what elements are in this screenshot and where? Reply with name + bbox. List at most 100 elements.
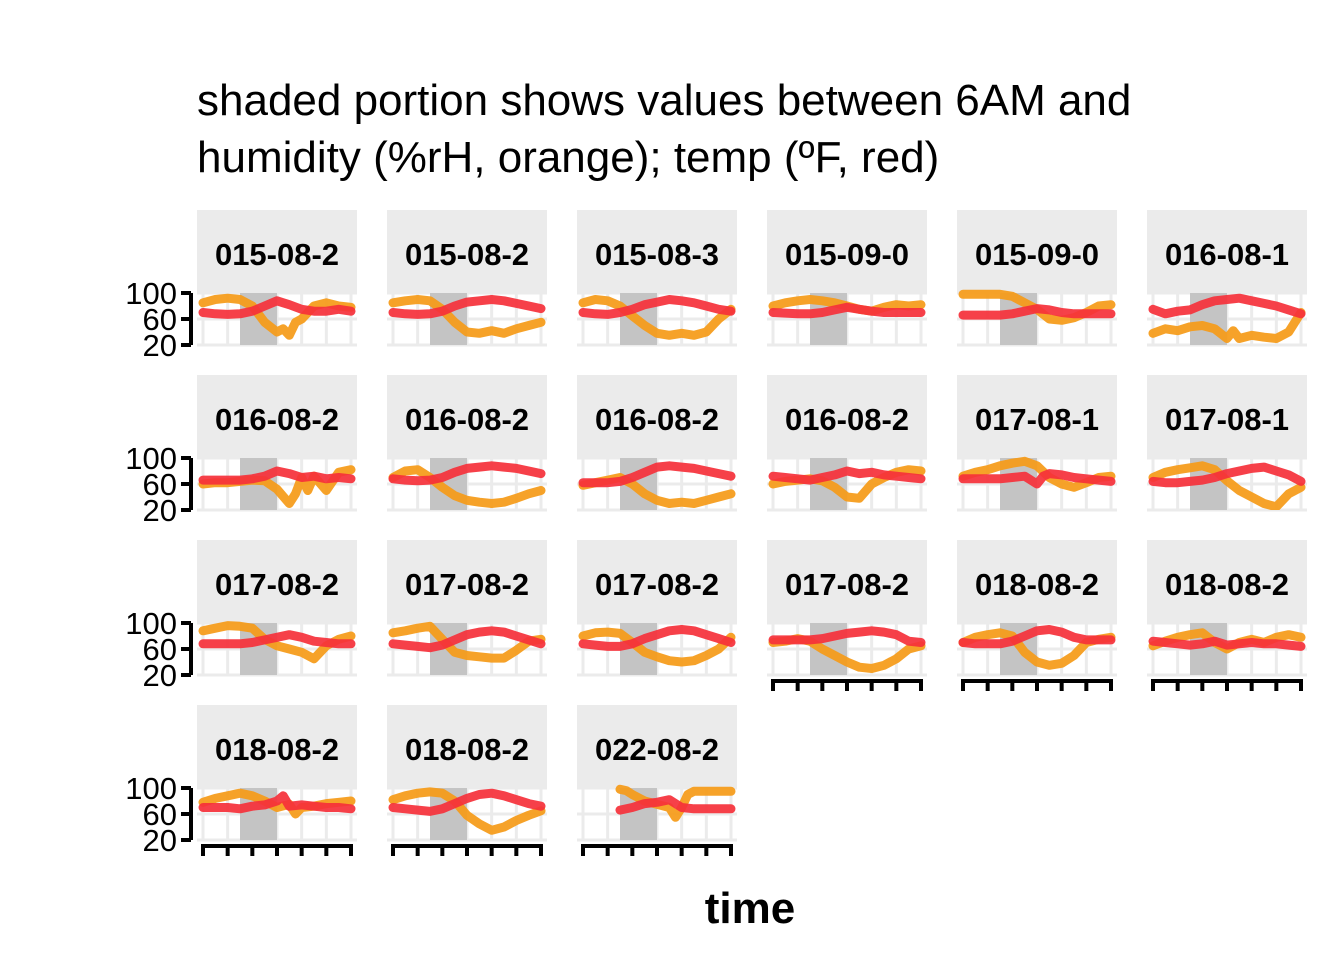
facet-panel: 015-08-2: [387, 210, 547, 347]
y-tick-label: 20: [143, 328, 177, 363]
facet-panel: 017-08-1: [1147, 375, 1307, 512]
facet-strip-label: 016-08-1: [1165, 237, 1289, 272]
y-tick-label: 100: [125, 771, 177, 806]
facet-panel: 018-08-2: [387, 705, 547, 856]
temp-series-line: [198, 466, 356, 485]
facet-panel: 016-08-2: [387, 375, 547, 512]
facet-strip-label: 015-09-0: [785, 237, 909, 272]
y-tick-label: 20: [143, 658, 177, 693]
temp-series-line: [198, 791, 356, 814]
y-tick-label: 60: [143, 467, 177, 502]
facet-strip: [1147, 375, 1307, 458]
facet-strip: [957, 375, 1117, 458]
facet-strip: [1147, 210, 1307, 293]
humidity-series-line: [388, 787, 546, 835]
humidity-series-line: [388, 621, 546, 663]
humidity-series-line: [578, 627, 736, 667]
temp-series-line: [388, 626, 546, 653]
facet-strip-label: 018-08-2: [405, 732, 529, 767]
temp-series-line: [615, 795, 736, 815]
humidity-series-line: [388, 465, 546, 508]
facet-strip-label: 022-08-2: [595, 732, 719, 767]
temp-series-line: [388, 295, 546, 319]
humidity-series-line: [1148, 308, 1306, 343]
facet-panel: 018-08-2: [1147, 540, 1307, 691]
facet-panel: 015-09-0: [957, 210, 1117, 347]
facet-panel: 017-08-2: [387, 540, 547, 677]
facet-strip-label: 016-08-2: [595, 402, 719, 437]
facet-panel: 018-08-2: [957, 540, 1117, 691]
facet-panel: 016-08-2: [577, 375, 737, 512]
facet-strip: [767, 375, 927, 458]
temp-series-line: [768, 302, 926, 319]
temp-series-line: [958, 304, 1116, 320]
facet-strip: [197, 210, 357, 293]
facet-strip: [387, 705, 547, 788]
temp-series-line: [388, 788, 546, 816]
humidity-series-line: [578, 295, 736, 340]
facet-strip-label: 015-09-0: [975, 237, 1099, 272]
facet-strip: [197, 540, 357, 623]
facet-strip-label: 018-08-2: [975, 567, 1099, 602]
facet-strip-label: 016-08-2: [215, 402, 339, 437]
facet-panel: 017-08-2: [767, 540, 927, 691]
facet-strip-label: 018-08-2: [1165, 567, 1289, 602]
facet-strip-label: 016-08-2: [785, 402, 909, 437]
facet-strip: [957, 210, 1117, 293]
y-tick-label: 60: [143, 302, 177, 337]
temp-series-line: [1148, 293, 1306, 319]
temp-series-line: [198, 296, 356, 319]
temp-series-line: [768, 626, 926, 647]
chart-title-line-1: shaded portion shows values between 6AM …: [197, 76, 1131, 125]
facet-strip: [767, 210, 927, 293]
y-tick-label: 100: [125, 606, 177, 641]
y-tick-label: 100: [125, 441, 177, 476]
facet-strip: [197, 705, 357, 788]
chart-title-line-2: humidity (%rH, orange); temp (ºF, red): [197, 133, 939, 182]
facet-strip: [197, 375, 357, 458]
facet-strip-label: 017-08-2: [215, 567, 339, 602]
temp-series-line: [578, 461, 736, 488]
facet-strip-label: 017-08-1: [1165, 402, 1289, 437]
temp-series-line: [768, 466, 926, 485]
y-tick-label: 60: [143, 797, 177, 832]
facet-strip-label: 015-08-2: [215, 237, 339, 272]
facet-strip-label: 015-08-3: [595, 237, 719, 272]
facet-strip: [1147, 540, 1307, 623]
facet-strip-label: 016-08-2: [405, 402, 529, 437]
facet-panel: 015-09-0: [767, 210, 927, 347]
facet-panel: 016-08-2: [767, 375, 927, 512]
facet-strip: [577, 705, 737, 788]
facet-panel: 017-08-2: [577, 540, 737, 677]
facet-strip-label: 018-08-2: [215, 732, 339, 767]
facet-strip: [387, 210, 547, 293]
temp-series-line: [578, 295, 736, 319]
facet-strip: [767, 540, 927, 623]
facet-strip: [387, 375, 547, 458]
facet-strip: [387, 540, 547, 623]
temp-series-line: [388, 461, 546, 486]
temp-series-line: [198, 630, 356, 649]
humidity-series-line: [1148, 461, 1306, 510]
x-axis-title: time: [705, 884, 795, 933]
humidity-series-line: [615, 784, 736, 822]
humidity-series-line: [388, 295, 546, 338]
y-tick-label: 20: [143, 823, 177, 858]
temp-series-line: [1148, 462, 1306, 488]
facet-strip-label: 015-08-2: [405, 237, 529, 272]
facet-strip-label: 017-08-2: [595, 567, 719, 602]
facet-panel: 016-08-1: [1147, 210, 1307, 347]
facet-strip: [957, 540, 1117, 623]
facet-strip-label: 017-08-1: [975, 402, 1099, 437]
facet-panel: 022-08-2: [577, 705, 737, 856]
facet-panel: 017-08-1: [957, 375, 1117, 512]
facet-strip-label: 017-08-2: [405, 567, 529, 602]
facet-strip: [577, 210, 737, 293]
y-tick-label: 20: [143, 493, 177, 528]
